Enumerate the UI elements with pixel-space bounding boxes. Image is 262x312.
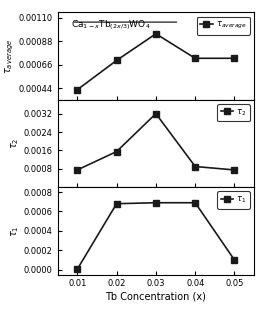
Legend: $\tau_2$: $\tau_2$ [217, 104, 250, 121]
Y-axis label: $\tau_1$: $\tau_1$ [9, 225, 21, 236]
Y-axis label: $\tau_2$: $\tau_2$ [9, 138, 21, 149]
Y-axis label: $\tau_{average}$: $\tau_{average}$ [3, 38, 16, 74]
Legend: $\tau_{average}$: $\tau_{average}$ [197, 17, 250, 35]
Legend: $\tau_1$: $\tau_1$ [217, 191, 250, 208]
Text: Ca$_{1-x}$Tb$_{(2x/3)}$WO$_4$: Ca$_{1-x}$Tb$_{(2x/3)}$WO$_4$ [71, 19, 151, 32]
X-axis label: Tb Concentration (x): Tb Concentration (x) [105, 291, 206, 301]
